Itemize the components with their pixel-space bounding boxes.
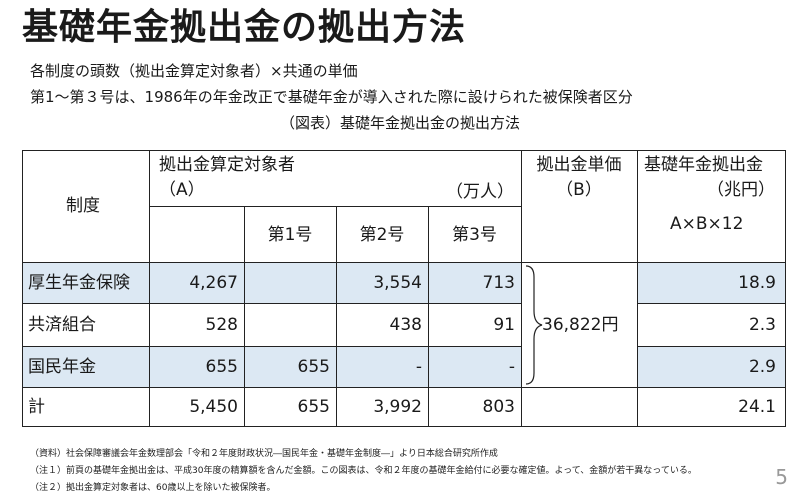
cell-a-sum: 5,450 <box>189 397 238 417</box>
cell-no3-kyosai: 91 <box>493 315 515 335</box>
header-price-b: （B） <box>556 180 602 200</box>
shared-unit-price: 36,822円 <box>542 315 619 335</box>
table-border-top <box>22 150 786 151</box>
col-line-no1 <box>244 206 245 427</box>
cell-no2-kosei: 3,554 <box>373 273 422 293</box>
col-line-no3 <box>428 206 429 427</box>
subtitle-formula: 各制度の頭数（拠出金算定対象者）×共通の単価 <box>30 62 358 80</box>
row-name-kyosai: 共済組合 <box>28 315 96 335</box>
row-shade-kosei <box>22 263 521 303</box>
header-total: 基礎年金拠出金 <box>644 155 763 175</box>
col-line-a <box>149 150 150 427</box>
cell-no2-kyosai: 438 <box>389 315 422 335</box>
cell-no2-sum: 3,992 <box>373 397 422 417</box>
note-1: （注１）前頁の基礎年金拠出金は、平成30年度の精算額を含んだ金額。この図表は、令… <box>30 466 697 476</box>
row-line-1 <box>22 303 521 304</box>
cell-no3-sum: 803 <box>482 397 515 417</box>
figure-caption: （図表）基礎年金拠出金の拠出方法 <box>279 114 520 132</box>
row-line-1-total <box>637 303 786 304</box>
col-line-price <box>521 150 522 427</box>
header-total-unit: （兆円） <box>707 180 775 200</box>
row-shade-kokumin <box>22 347 521 387</box>
header-no3: 第3号 <box>452 225 497 245</box>
cell-total-kosei: 18.9 <box>738 273 776 293</box>
contribution-table: 制度 拠出金算定対象者 （A） （万人） 第1号 第2号 第3号 拠出金単価 （… <box>22 150 786 427</box>
header-unit-man: （万人） <box>446 182 514 202</box>
header-divider <box>149 206 521 207</box>
page-title: 基礎年金拠出金の拠出方法 <box>22 7 467 48</box>
row-name-kosei: 厚生年金保険 <box>28 273 130 293</box>
cell-a-kosei: 4,267 <box>189 273 238 293</box>
subtitle-note: 第1～第３号は、1986年の年金改正で基礎年金が導入された際に設けられた被保険者… <box>30 88 633 106</box>
header-target: 拠出金算定対象者 <box>159 155 295 175</box>
table-border-bottom <box>22 426 786 427</box>
header-no2: 第2号 <box>359 225 405 245</box>
note-2: （注２）拠出金算定対象者は、60歳以上を除いた被保険者。 <box>30 483 276 493</box>
cell-no3-kokumin: - <box>508 357 515 377</box>
row-line-2 <box>22 346 521 347</box>
header-bottom-line <box>22 262 786 263</box>
brace-icon <box>525 265 543 385</box>
header-seido: 制度 <box>66 196 100 216</box>
header-target-a: （A） <box>159 180 205 200</box>
cell-total-kyosai: 2.3 <box>748 315 776 335</box>
col-line-no2 <box>336 206 337 427</box>
note-source: （資料）社会保障審議会年金数理部会「令和２年度財政状況―国民年金・基礎年金制度―… <box>30 449 498 459</box>
cell-a-kokumin: 655 <box>205 357 238 377</box>
row-shade-kokumin-total <box>637 347 786 387</box>
cell-no1-kokumin: 655 <box>297 357 330 377</box>
cell-no2-kokumin: - <box>415 357 422 377</box>
table-border-left <box>22 150 23 427</box>
header-no1: 第1号 <box>267 225 313 245</box>
cell-total-sum: 24.1 <box>738 397 776 417</box>
row-shade-kosei-total <box>637 263 786 303</box>
cell-a-kyosai: 528 <box>205 315 238 335</box>
row-line-2-total <box>637 346 786 347</box>
row-line-3 <box>22 387 786 388</box>
cell-no1-sum: 655 <box>297 397 330 417</box>
page-number: 5 <box>775 465 788 489</box>
header-formula: A×B×12 <box>670 214 744 234</box>
cell-no3-kosei: 713 <box>482 273 515 293</box>
col-line-total <box>637 150 638 427</box>
row-name-sum: 計 <box>28 397 45 417</box>
cell-total-kokumin: 2.9 <box>748 357 776 377</box>
row-name-kokumin: 国民年金 <box>28 357 96 377</box>
table-border-right <box>785 150 786 427</box>
header-price: 拠出金単価 <box>536 155 622 175</box>
